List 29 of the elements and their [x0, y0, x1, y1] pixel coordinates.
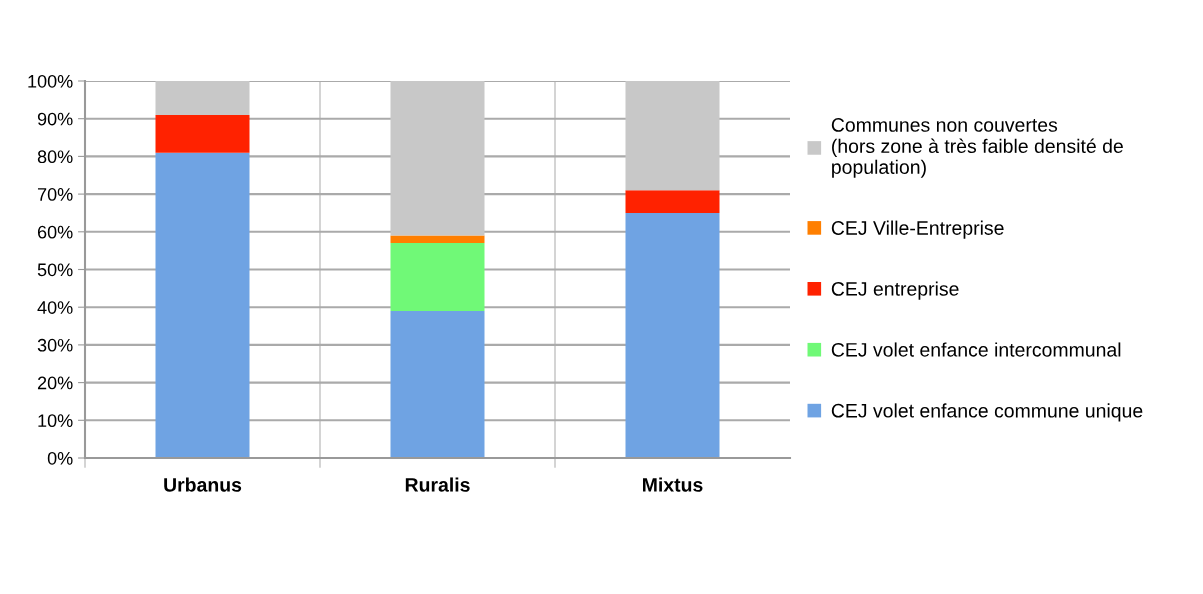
- y-tick-label: 0%: [47, 451, 73, 465]
- y-tick-label: 100%: [28, 74, 73, 88]
- bar: [625, 81, 720, 191]
- y-tick-label: 50%: [37, 263, 73, 277]
- bar: [390, 310, 485, 458]
- legend-label: CEJ Ville-Entreprise: [831, 220, 1004, 239]
- bar: [155, 81, 250, 115]
- bar: [625, 212, 720, 458]
- bar: [625, 190, 720, 213]
- bar: [155, 152, 250, 458]
- y-tick-label: 80%: [37, 150, 73, 164]
- x-tick-label: Urbanus: [164, 477, 242, 492]
- y-tick-label: 20%: [37, 376, 73, 390]
- y-tick-label: 30%: [37, 338, 73, 352]
- bar: [155, 114, 250, 153]
- legend-label: CEJ entreprise: [831, 281, 959, 300]
- y-tick-label: 40%: [37, 301, 73, 314]
- x-tick-label: Ruralis: [405, 477, 470, 492]
- bar: [390, 81, 485, 236]
- y-tick-label: 60%: [37, 225, 73, 239]
- legend-label: CEJ volet enfance intercommunal: [831, 342, 1121, 357]
- y-tick-label: 70%: [37, 188, 73, 201]
- legend-label: CEJ volet enfance commune unique: [831, 403, 1143, 422]
- bar: [390, 243, 485, 311]
- bar: [390, 235, 485, 244]
- legend-label: Communes non couvertes (hors zone à très faible densité de population): [831, 118, 1123, 178]
- y-tick-label: 90%: [37, 112, 73, 126]
- y-tick-label: 10%: [38, 414, 73, 428]
- x-tick-label: Mixtus: [643, 477, 703, 492]
